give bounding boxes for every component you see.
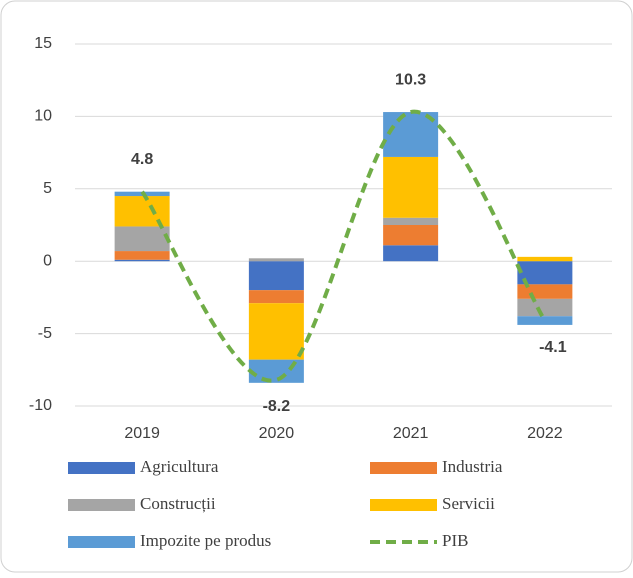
legend-swatch [68, 499, 135, 511]
legend-label: PIB [442, 531, 468, 550]
bar-segment [517, 298, 573, 317]
legend-swatch [68, 536, 135, 548]
legend-label: Impozite pe produs [140, 531, 271, 550]
bar-segment [383, 245, 439, 262]
data-label: 10.3 [395, 71, 426, 88]
bar-segment [383, 217, 439, 225]
line [140, 110, 547, 383]
bar-segment [248, 258, 304, 262]
bar-segment [248, 261, 304, 291]
legend-swatch [370, 499, 437, 511]
y-tick-label: -10 [29, 397, 52, 414]
bar-segment [114, 259, 170, 262]
x-tick-label: 2022 [527, 425, 563, 442]
bar-segment [383, 225, 439, 246]
legend-label: Construcții [140, 494, 216, 513]
legend-label: Industria [442, 457, 503, 476]
y-tick-label: 15 [34, 35, 52, 52]
bar-segment [517, 261, 573, 285]
legend-label: Servicii [442, 494, 495, 513]
y-tick-label: 10 [34, 108, 52, 125]
bar-segment [114, 251, 170, 260]
data-label: 4.8 [131, 151, 153, 168]
bar-segment [517, 256, 573, 262]
x-tick-label: 2021 [393, 425, 429, 442]
legend-swatch [370, 462, 437, 474]
y-tick-label: 0 [43, 252, 52, 269]
bar-segment [248, 303, 304, 360]
data-label: -4.1 [539, 339, 567, 356]
x-tick-label: 2020 [259, 425, 295, 442]
bar-segment [114, 226, 170, 252]
legend-swatch [68, 462, 135, 474]
bar-segment [248, 290, 304, 304]
data-label: -8.2 [263, 398, 291, 415]
y-tick-label: 5 [43, 180, 52, 197]
bar-segment [517, 316, 573, 325]
bar-segment [114, 196, 170, 227]
x-tick-label: 2019 [124, 425, 160, 442]
y-tick-label: -5 [38, 325, 52, 342]
legend-label: Agricultura [140, 457, 219, 476]
bar-segment [383, 156, 439, 218]
